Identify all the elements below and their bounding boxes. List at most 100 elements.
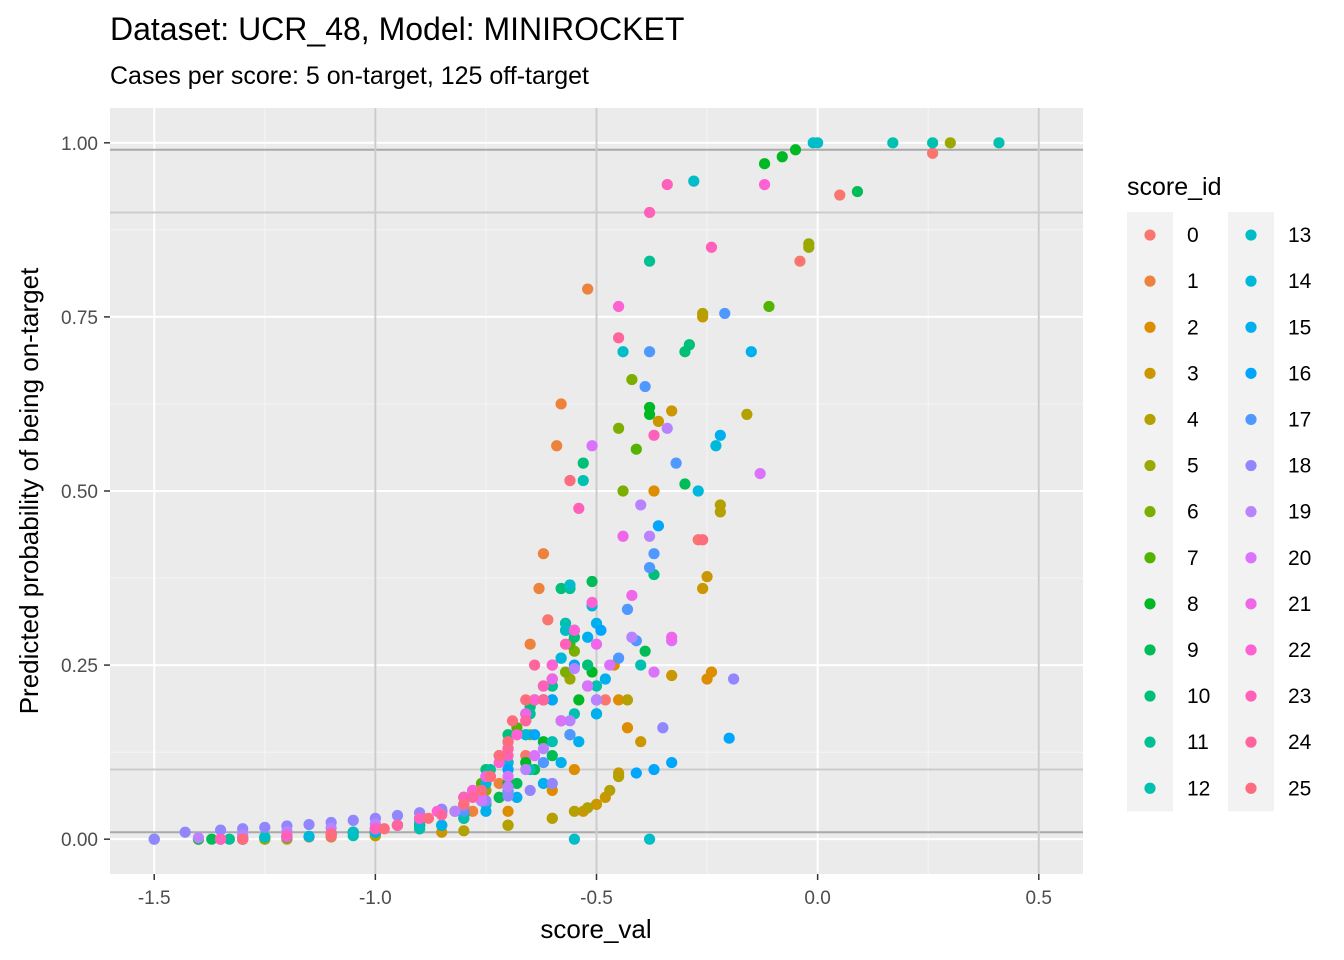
chart-title: Dataset: UCR_48, Model: MINIROCKET	[110, 11, 684, 47]
reference-lines	[110, 108, 1083, 874]
data-point-series-17	[643, 346, 656, 358]
data-point-series-19	[564, 715, 576, 727]
legend-label-7: 7	[1187, 547, 1199, 570]
data-point-series-5	[944, 137, 956, 149]
legend-key-19	[1245, 506, 1257, 518]
x-tick-label: 0.0	[804, 888, 830, 909]
data-point-series-15	[436, 819, 448, 831]
data-point-series-14	[692, 485, 704, 497]
data-point-series-21	[666, 631, 678, 643]
y-tick-label: 0.75	[61, 308, 98, 329]
data-point-series-6	[626, 373, 638, 386]
data-point-series-20	[582, 680, 594, 692]
data-point-series-19	[537, 743, 550, 755]
data-point-series-3	[697, 582, 709, 595]
data-point-series-12	[577, 474, 589, 487]
legend-title: score_id	[1127, 173, 1222, 201]
data-point-series-12	[635, 659, 647, 671]
x-axis: -1.5 -1.0 -0.5 0.0 0.5	[138, 874, 1052, 909]
data-point-series-13	[564, 579, 576, 591]
data-point-series-18	[214, 824, 227, 836]
data-point-series-19	[590, 694, 603, 706]
data-point-series-18	[657, 722, 669, 734]
data-point-series-24	[520, 715, 532, 727]
data-point-series-3	[666, 669, 678, 682]
data-point-series-22	[758, 179, 771, 191]
data-point-series-8	[573, 694, 585, 706]
data-point-series-15	[714, 429, 726, 441]
legend-label-1: 1	[1187, 270, 1199, 293]
data-point-series-9	[639, 645, 651, 657]
data-point-series-18	[524, 784, 536, 797]
legend-label-22: 22	[1288, 639, 1311, 662]
legend-key-8	[1144, 598, 1156, 610]
data-point-series-16	[648, 763, 660, 776]
data-point-series-24	[613, 332, 625, 344]
data-point-series-8	[758, 158, 771, 170]
legend-label-12: 12	[1187, 777, 1210, 800]
data-point-series-10	[555, 582, 567, 595]
data-point-series-4	[604, 784, 616, 797]
legend-key-18	[1245, 459, 1257, 472]
legend-label-14: 14	[1288, 270, 1312, 293]
legend-label-18: 18	[1288, 455, 1311, 478]
data-point-series-23	[369, 823, 381, 835]
legend-key-6	[1144, 506, 1156, 518]
data-point-series-17	[621, 603, 634, 615]
data-point-series-16	[666, 756, 678, 769]
legend-key-11	[1144, 736, 1156, 748]
data-point-series-18	[502, 790, 514, 802]
legend-key-2	[1144, 321, 1156, 333]
data-point-series-4	[621, 694, 634, 706]
data-point-series-15	[590, 708, 603, 720]
y-tick-label: 1.00	[61, 134, 98, 155]
data-point-series-19	[192, 832, 205, 844]
data-point-series-18	[391, 809, 404, 822]
data-point-series-3	[590, 798, 603, 810]
legend-label-4: 4	[1187, 408, 1199, 431]
data-point-series-22	[568, 624, 580, 636]
data-point-series-4	[568, 805, 580, 817]
chart-subtitle: Cases per score: 5 on-target, 125 off-ta…	[110, 62, 589, 90]
legend-key-15	[1245, 321, 1257, 333]
data-point-series-15	[511, 791, 523, 804]
legend-label-2: 2	[1187, 316, 1199, 339]
data-point-series-7	[630, 443, 642, 455]
data-point-series-4	[613, 770, 625, 783]
data-point-series-24	[436, 809, 448, 821]
data-point-series-15	[480, 805, 492, 817]
data-point-series-25	[237, 833, 249, 845]
data-point-series-24	[467, 791, 479, 804]
data-point-series-9	[493, 791, 505, 804]
data-point-series-10	[577, 457, 589, 469]
data-point-series-4	[502, 819, 514, 831]
data-point-series-18	[303, 818, 315, 831]
data-point-series-9	[851, 185, 864, 198]
x-tick-label: -0.5	[580, 888, 613, 909]
data-point-series-10	[683, 339, 695, 351]
data-point-series-17	[613, 652, 625, 664]
data-point-series-3	[701, 571, 713, 583]
legend-key-0	[1144, 229, 1156, 241]
data-point-series-4	[714, 506, 726, 518]
data-point-series-18	[259, 821, 271, 833]
data-point-series-6	[613, 422, 625, 434]
data-point-series-10	[582, 659, 594, 671]
data-point-series-25	[697, 534, 709, 546]
data-point-series-22	[546, 659, 558, 671]
legend-key-7	[1144, 552, 1156, 564]
data-point-series-8	[643, 401, 656, 414]
data-point-series-12	[590, 680, 603, 692]
data-point-series-19	[661, 422, 673, 434]
data-point-series-1	[493, 777, 505, 790]
data-point-series-15	[599, 673, 611, 685]
data-point-series-17	[648, 548, 660, 560]
data-point-series-4	[458, 825, 470, 837]
legend-label-20: 20	[1288, 547, 1311, 570]
data-point-series-6	[617, 485, 629, 497]
data-point-series-25	[325, 829, 337, 841]
y-axis: 0.00 0.25 0.50 0.75 1.00	[61, 134, 110, 851]
legend-key-1	[1144, 275, 1156, 287]
legend-key-13	[1245, 229, 1257, 241]
legend-key-9	[1144, 644, 1156, 656]
